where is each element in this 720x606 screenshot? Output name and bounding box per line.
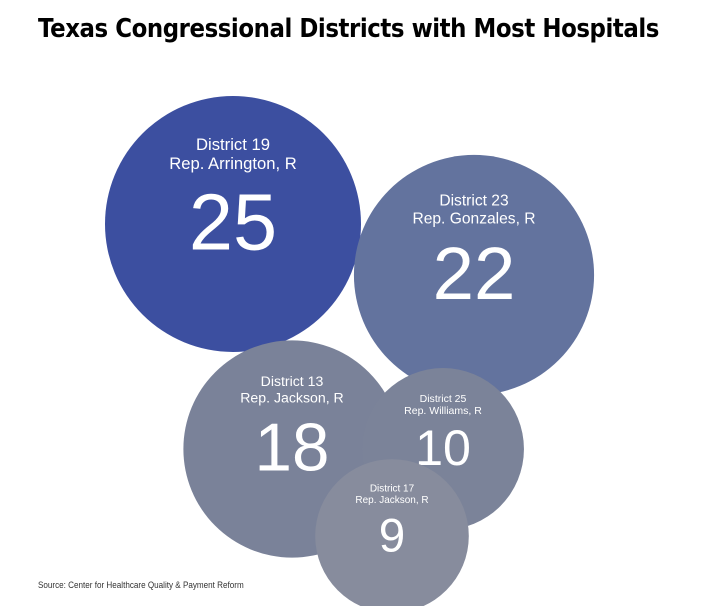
bubble-value-label: 22 xyxy=(433,232,516,315)
bubble-rep-label: Rep. Jackson, R xyxy=(240,389,344,405)
bubble-district-label: District 23 xyxy=(439,192,508,209)
bubble-district-label: District 19 xyxy=(196,135,270,154)
source-note: Source: Center for Healthcare Quality & … xyxy=(38,580,244,590)
bubble-circle-district-23 xyxy=(353,154,595,396)
bubble-district-label: District 17 xyxy=(370,483,415,494)
bubble-rep-label: Rep. Arrington, R xyxy=(169,154,297,173)
chart-title: Texas Congressional Districts with Most … xyxy=(38,14,659,44)
bubble-value-label: 9 xyxy=(379,509,405,562)
bubble-district-label: District 13 xyxy=(261,373,324,389)
bubble-value-label: 25 xyxy=(189,178,277,267)
bubble-circle-district-17 xyxy=(315,459,469,606)
bubble-value-label: 18 xyxy=(255,411,330,486)
bubble-circle-district-19 xyxy=(105,96,361,352)
bubble-rep-label: Rep. Jackson, R xyxy=(355,495,428,506)
bubble-rep-label: Rep. Williams, R xyxy=(404,405,482,417)
bubble-rep-label: Rep. Gonzales, R xyxy=(412,210,535,227)
bubble-district-label: District 25 xyxy=(420,393,467,405)
